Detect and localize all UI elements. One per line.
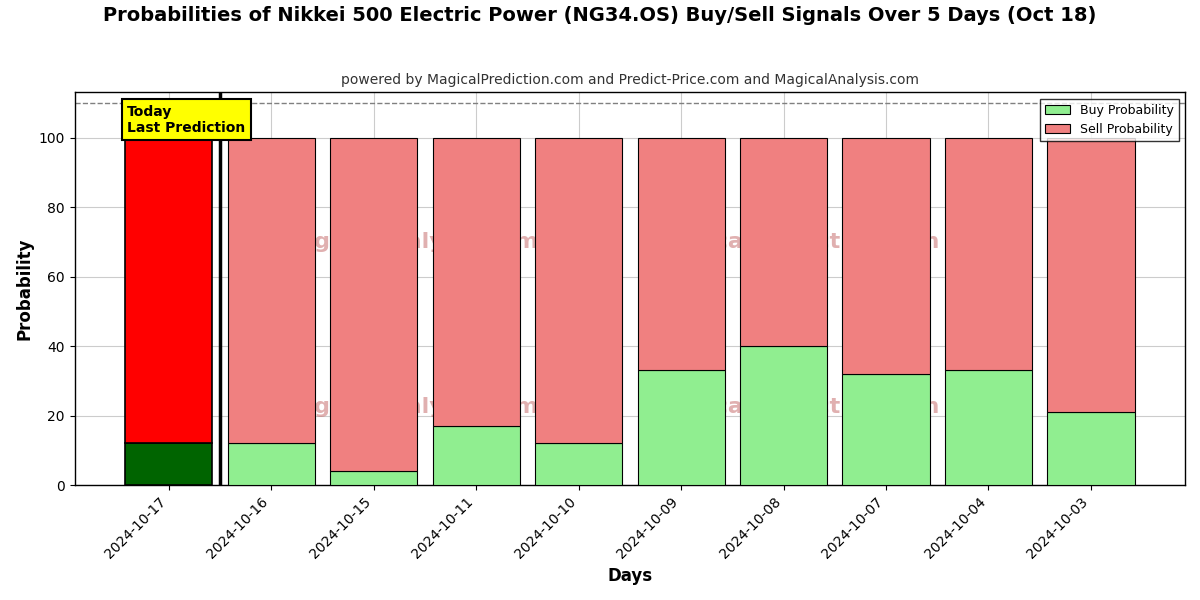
Bar (842, 374, 930, 485)
Bar (228, 137, 314, 443)
Bar (125, 443, 212, 485)
Y-axis label: Probability: Probability (16, 238, 34, 340)
Bar (535, 137, 622, 443)
Text: MagicalPrediction.com: MagicalPrediction.com (654, 232, 940, 251)
Text: MagicalAnalysis.com: MagicalAnalysis.com (277, 397, 539, 416)
X-axis label: Days: Days (607, 567, 653, 585)
Bar (228, 443, 314, 485)
Bar (330, 471, 418, 485)
Title: powered by MagicalPrediction.com and Predict-Price.com and MagicalAnalysis.com: powered by MagicalPrediction.com and Pre… (341, 73, 919, 87)
Bar (432, 137, 520, 426)
Text: MagicalAnalysis.com: MagicalAnalysis.com (277, 232, 539, 251)
Bar (1048, 412, 1134, 485)
Legend: Buy Probability, Sell Probability: Buy Probability, Sell Probability (1040, 98, 1178, 141)
Text: Today
Last Prediction: Today Last Prediction (127, 104, 246, 135)
Bar (740, 346, 827, 485)
Bar (740, 137, 827, 346)
Text: MagicalPrediction.com: MagicalPrediction.com (654, 397, 940, 416)
Bar (125, 137, 212, 443)
Bar (637, 370, 725, 485)
Bar (432, 426, 520, 485)
Bar (637, 137, 725, 370)
Bar (1048, 137, 1134, 412)
Bar (330, 137, 418, 471)
Bar (535, 443, 622, 485)
Bar (944, 137, 1032, 370)
Bar (944, 370, 1032, 485)
Bar (842, 137, 930, 374)
Text: Probabilities of Nikkei 500 Electric Power (NG34.OS) Buy/Sell Signals Over 5 Day: Probabilities of Nikkei 500 Electric Pow… (103, 6, 1097, 25)
